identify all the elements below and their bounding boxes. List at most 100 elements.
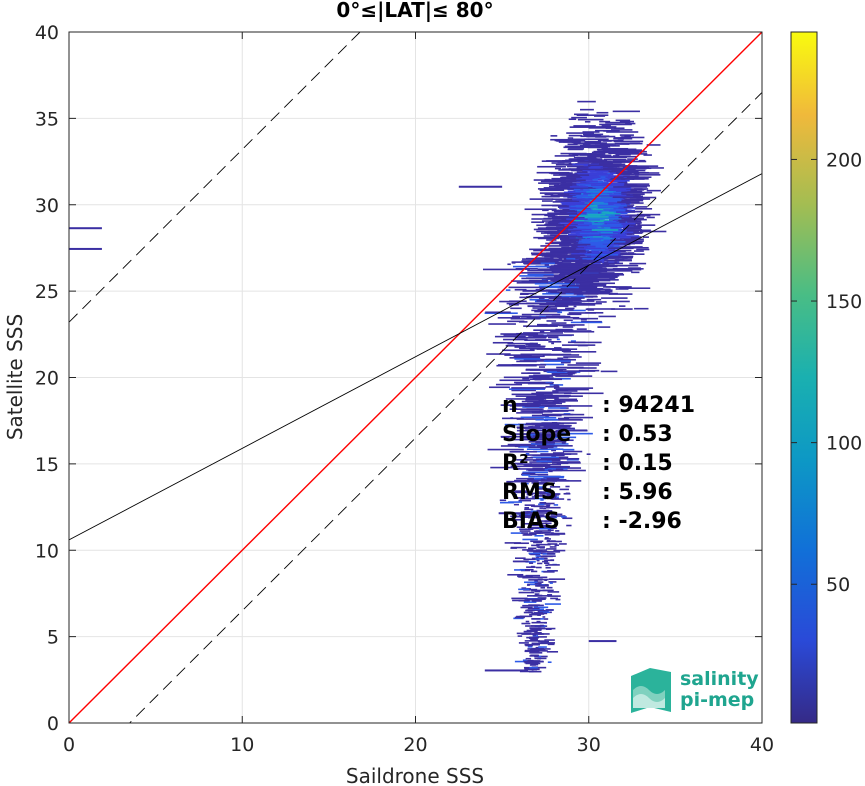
- stat-label: Slope: [502, 422, 571, 447]
- density-cell: [535, 555, 541, 557]
- density-cell: [500, 435, 532, 438]
- density-cell: [584, 218, 600, 221]
- ref-line-1-1: [69, 32, 762, 723]
- density-cell: [565, 492, 570, 495]
- density-cell: [545, 566, 551, 569]
- density-cell: [556, 432, 593, 435]
- density-cell: [632, 178, 645, 180]
- density-cell: [609, 216, 622, 219]
- density-cell: [604, 222, 636, 225]
- density-cell: [600, 174, 611, 176]
- density-cell: [524, 339, 549, 341]
- density-cell: [524, 508, 534, 511]
- density-cell: [487, 448, 524, 451]
- density-cell: [523, 660, 535, 663]
- density-cell: [521, 472, 531, 475]
- density-cell: [566, 218, 588, 220]
- density-cell: [518, 588, 530, 591]
- density-cell: [606, 131, 639, 133]
- density-cell: [604, 261, 609, 264]
- density-cell: [556, 195, 576, 197]
- y-tick-label: 40: [35, 22, 59, 44]
- density-cell: [542, 560, 549, 563]
- density-cell: [601, 270, 633, 272]
- density-cell: [551, 162, 565, 164]
- salinity-logo: salinity pi-mep: [631, 668, 759, 713]
- density-cell: [499, 379, 531, 382]
- density-cell: [612, 155, 620, 157]
- density-cloud: [69, 100, 667, 673]
- density-cell: [547, 591, 560, 593]
- density-cell: [528, 446, 554, 449]
- density-cell: [581, 229, 588, 232]
- density-cell: [568, 118, 577, 121]
- density-cell: [534, 259, 569, 262]
- density-cell: [555, 375, 593, 377]
- density-cell: [520, 460, 524, 463]
- density-cell: [539, 611, 550, 614]
- density-cell: [521, 260, 549, 262]
- density-cell: [576, 114, 609, 117]
- density-cell: [590, 184, 624, 186]
- density-cell: [559, 207, 591, 209]
- density-cell: [524, 405, 553, 408]
- density-cell: [572, 198, 596, 200]
- density-cell: [503, 376, 538, 379]
- density-cell: [623, 175, 639, 178]
- density-cell: [532, 634, 537, 636]
- density-cell: [532, 454, 565, 457]
- density-cell: [603, 259, 624, 261]
- density-cell: [537, 522, 552, 525]
- density-cell: [528, 576, 543, 579]
- density-cell: [614, 252, 628, 255]
- density-cell: [550, 282, 576, 285]
- density-cell: [554, 398, 578, 401]
- density-cell: [602, 165, 620, 168]
- density-cell: [525, 397, 559, 399]
- density-cell: [528, 335, 559, 337]
- density-cell: [609, 172, 617, 174]
- density-cell: [634, 207, 653, 210]
- density-cell: [534, 378, 542, 381]
- density-cell: [536, 394, 554, 396]
- density-cell: [516, 427, 555, 429]
- density-cell: [501, 436, 510, 438]
- density-cell: [512, 468, 547, 470]
- density-cell: [531, 437, 552, 439]
- density-cell: [534, 443, 555, 446]
- density-cell: [551, 349, 572, 351]
- density-cell: [581, 180, 598, 183]
- density-cell: [535, 549, 547, 551]
- density-cell: [528, 552, 541, 555]
- density-cell: [529, 652, 543, 654]
- density-cell: [533, 505, 550, 508]
- density-cell: [544, 533, 560, 536]
- density-cell: [551, 216, 585, 219]
- density-cell: [545, 195, 560, 198]
- density-cell: [516, 360, 537, 363]
- density-cell: [528, 528, 534, 530]
- density-cell: [592, 223, 601, 226]
- density-cell: [567, 263, 574, 266]
- density-cell: [553, 384, 559, 387]
- density-cell: [589, 170, 609, 173]
- density-cell: [525, 620, 530, 623]
- density-cell: [520, 482, 529, 485]
- density-cell: [595, 126, 617, 128]
- density-cell: [554, 167, 562, 170]
- density-cell: [547, 212, 577, 215]
- density-cell: [586, 298, 602, 301]
- density-cell: [546, 239, 557, 241]
- density-cell: [533, 550, 549, 553]
- density-cell: [541, 200, 553, 202]
- density-cell: [514, 358, 541, 360]
- density-cell: [617, 183, 650, 185]
- density-cell: [531, 612, 548, 615]
- density-cell: [526, 511, 531, 513]
- density-cell: [534, 534, 544, 537]
- density-cell: [559, 185, 579, 188]
- density-cell: [579, 232, 598, 235]
- density-cell: [531, 403, 538, 405]
- density-cell: [511, 389, 536, 392]
- density-cell: [585, 184, 595, 187]
